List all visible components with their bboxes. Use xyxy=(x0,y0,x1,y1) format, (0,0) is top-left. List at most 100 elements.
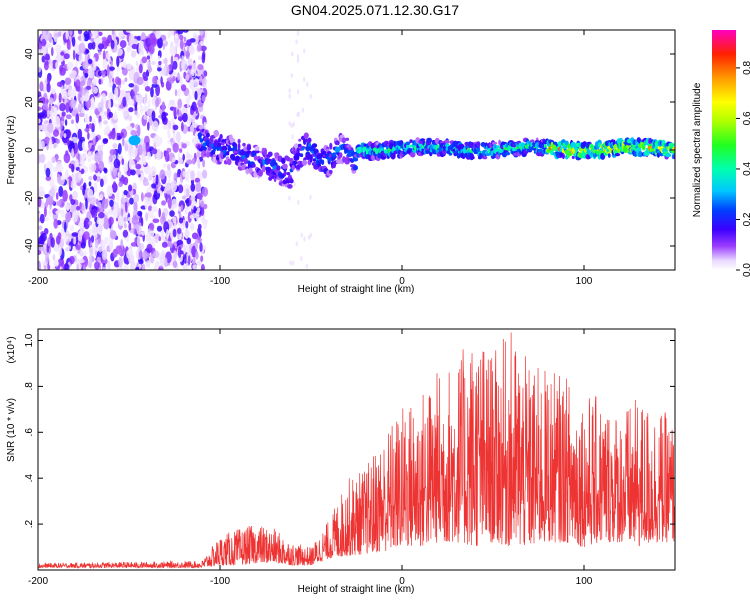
noise-cell xyxy=(140,217,144,227)
noise-cell xyxy=(185,188,190,198)
ridge-cell xyxy=(638,151,643,158)
noise-cell xyxy=(128,69,134,81)
noise-cell xyxy=(183,36,187,42)
noise-cell xyxy=(69,30,73,36)
noise-cell xyxy=(197,158,201,169)
ridge-cell xyxy=(486,153,490,157)
noise-cell xyxy=(162,42,165,51)
noise-cell xyxy=(296,54,300,60)
noise-cell xyxy=(50,237,55,248)
noise-cell xyxy=(115,245,123,255)
noise-cell xyxy=(173,106,177,118)
noise-cell xyxy=(172,132,176,142)
noise-cell xyxy=(291,260,295,266)
noise-cell xyxy=(288,93,291,99)
noise-cell xyxy=(40,232,47,242)
noise-cell xyxy=(112,166,118,177)
noise-cell xyxy=(123,164,129,173)
noise-cell xyxy=(170,180,178,192)
noise-cell xyxy=(68,175,72,188)
ridge-cell xyxy=(405,141,411,146)
spectrogram-y-tick-label: 0 xyxy=(24,147,35,153)
noise-cell xyxy=(301,107,305,113)
noise-cell xyxy=(80,177,84,184)
ridge-cell xyxy=(476,141,481,148)
noise-cell xyxy=(203,121,207,131)
noise-cell xyxy=(181,121,184,132)
noise-cell xyxy=(76,205,80,211)
noise-cell xyxy=(168,30,172,37)
noise-cell xyxy=(139,104,144,115)
ridge-cell xyxy=(286,172,291,176)
ridge-cell xyxy=(233,150,239,154)
noise-cell xyxy=(50,186,56,199)
noise-cell xyxy=(161,111,167,122)
noise-cell xyxy=(78,171,82,181)
noise-cell xyxy=(96,175,101,182)
noise-cell xyxy=(105,51,110,60)
ridge-cell xyxy=(307,137,312,144)
noise-cell xyxy=(154,238,159,244)
noise-cell xyxy=(123,189,128,196)
noise-cell xyxy=(71,210,78,223)
noise-cell xyxy=(150,86,154,98)
noise-cell xyxy=(187,93,192,102)
noise-cell xyxy=(79,217,85,228)
noise-cell xyxy=(65,102,70,113)
noise-cell xyxy=(116,48,124,56)
ridge-cell xyxy=(336,159,342,164)
noise-cell xyxy=(98,78,102,85)
noise-cell xyxy=(133,193,140,203)
noise-cell xyxy=(121,91,127,97)
noise-cell xyxy=(48,103,52,112)
noise-cell xyxy=(291,51,294,57)
noise-cell xyxy=(90,209,96,216)
noise-cell xyxy=(55,210,61,215)
noise-cell xyxy=(188,44,195,56)
noise-cell xyxy=(158,60,162,66)
noise-cell xyxy=(90,96,95,107)
ridge-cell xyxy=(352,164,358,171)
ridge-cell xyxy=(291,164,295,171)
noise-cell xyxy=(138,250,143,259)
noise-cell xyxy=(197,192,204,200)
noise-cell xyxy=(87,188,94,199)
noise-cell xyxy=(55,44,62,53)
noise-cell xyxy=(177,184,184,194)
noise-cell xyxy=(51,156,56,164)
noise-cell xyxy=(128,222,132,231)
noise-cell xyxy=(38,196,42,208)
ridge-cell xyxy=(553,141,558,145)
ridge-cell xyxy=(287,174,292,179)
noise-cell xyxy=(90,131,96,139)
ridge-cell xyxy=(254,150,260,154)
ridge-cell xyxy=(253,155,258,161)
ridge-cell xyxy=(213,129,219,137)
ridge-cell xyxy=(352,157,359,162)
noise-cell xyxy=(109,199,114,207)
ridge-cell xyxy=(228,147,234,152)
ridge-cell xyxy=(332,152,336,158)
noise-cell xyxy=(93,181,98,193)
ridge-cell xyxy=(282,163,288,170)
noise-cell xyxy=(84,115,90,125)
noise-cell xyxy=(147,98,151,110)
snr-y-tick-label: .6 xyxy=(24,428,35,437)
noise-cell xyxy=(136,235,141,247)
noise-cell xyxy=(190,109,194,116)
snr-x-tick-label: -100 xyxy=(210,576,230,587)
ridge-cell xyxy=(304,138,308,143)
noise-cell xyxy=(128,107,134,113)
ridge-cell xyxy=(243,157,248,165)
noise-cell xyxy=(43,125,48,132)
noise-cell xyxy=(120,132,125,138)
ridge-cell xyxy=(482,156,488,160)
noise-cell xyxy=(94,261,100,270)
noise-cell xyxy=(168,63,173,72)
noise-cell xyxy=(195,251,199,260)
noise-cell xyxy=(72,49,76,60)
noise-cell xyxy=(295,39,298,45)
noise-cell xyxy=(199,242,203,253)
noise-cell xyxy=(85,197,88,210)
noise-cell xyxy=(77,128,83,141)
